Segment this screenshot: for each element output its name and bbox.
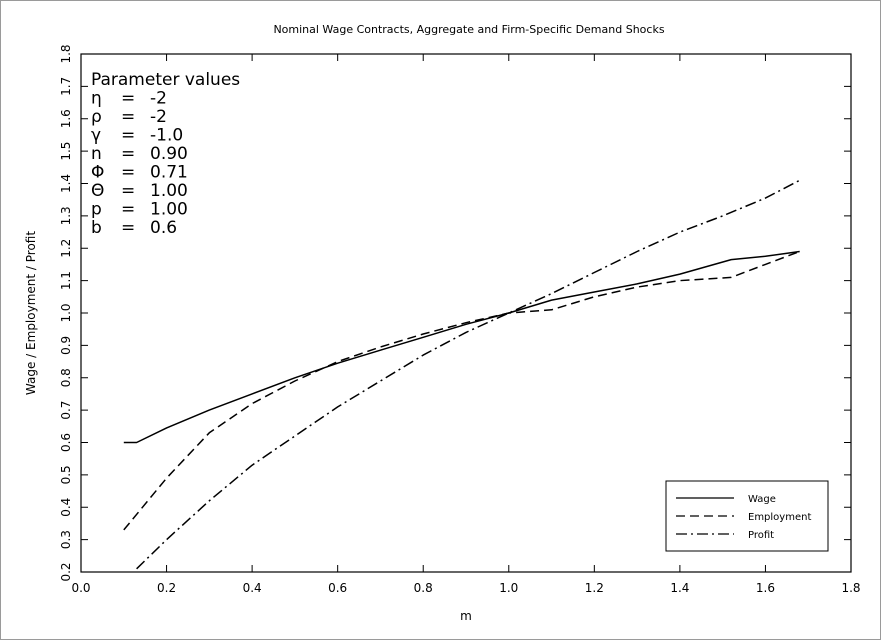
- param-equals: =: [121, 144, 135, 164]
- x-axis: 0.0 0.2 0.4 0.6 0.8 1.0 1.2 1.4 1.6 1.8: [71, 54, 861, 595]
- legend-label-wage: Wage: [748, 494, 776, 505]
- x-tick-label: 0.8: [414, 581, 433, 595]
- y-tick-label: 1.1: [59, 271, 73, 290]
- param-symbol: ρ: [91, 107, 102, 127]
- x-tick-label: 0.4: [243, 581, 262, 595]
- y-tick-label: 1.5: [59, 142, 73, 161]
- parameter-heading: Parameter values: [91, 70, 240, 90]
- param-equals: =: [121, 107, 135, 127]
- y-axis: 0.2 0.3 0.4 0.5 0.6 0.7 0.8 0.9 1.0 1.1 1.2 1.3 1.4 1…: [59, 44, 851, 582]
- legend-label-employment: Employment: [748, 512, 811, 523]
- x-tick-label: 0.6: [328, 581, 347, 595]
- y-tick-label: 0.6: [59, 433, 73, 452]
- series-group: [123, 179, 801, 570]
- y-tick-label: 0.9: [59, 336, 73, 355]
- param-equals: =: [121, 126, 135, 146]
- x-tick-label: 1.8: [841, 581, 860, 595]
- param-symbol: p: [91, 200, 102, 220]
- chart-title: Nominal Wage Contracts, Aggregate and Fi…: [273, 23, 664, 36]
- series-line-employment: [123, 250, 800, 531]
- param-symbol: γ: [91, 126, 101, 146]
- y-tick-label: 1.7: [59, 77, 73, 96]
- y-tick-label: 1.6: [59, 109, 73, 128]
- param-value: -2: [150, 107, 167, 127]
- legend: Wage Employment Profit: [665, 480, 829, 552]
- y-tick-label: 0.7: [59, 401, 73, 420]
- param-value: -2: [150, 89, 167, 109]
- x-tick-label: 0.0: [71, 581, 90, 595]
- param-symbol: b: [91, 218, 102, 238]
- param-value: 0.6: [150, 218, 177, 238]
- series-line-profit: [136, 179, 801, 570]
- param-symbol: n: [91, 144, 102, 164]
- param-symbol: Θ: [91, 181, 104, 201]
- param-value: 0.90: [150, 144, 188, 164]
- x-axis-label: m: [460, 609, 472, 623]
- x-tick-label: 1.6: [756, 581, 775, 595]
- param-value: 1.00: [150, 181, 188, 201]
- y-tick-label: 1.0: [59, 303, 73, 322]
- param-symbol: Φ: [91, 163, 104, 183]
- y-axis-label: Wage / Employment / Profit: [24, 231, 38, 395]
- y-tick-label: 1.4: [59, 174, 73, 193]
- y-tick-label: 0.4: [59, 498, 73, 517]
- x-tick-label: 1.4: [670, 581, 689, 595]
- param-value: -1.0: [150, 126, 183, 146]
- parameter-annotation: Parameter values η = -2 ρ = -2 γ = -1.0 n = 0.90 Φ = 0…: [91, 70, 240, 238]
- y-tick-label: 1.3: [59, 206, 73, 225]
- param-symbol: η: [91, 89, 102, 109]
- param-equals: =: [121, 89, 135, 109]
- y-tick-label: 0.8: [59, 368, 73, 387]
- y-tick-label: 0.3: [59, 530, 73, 549]
- x-tick-label: 1.0: [499, 581, 518, 595]
- param-equals: =: [121, 218, 135, 238]
- y-tick-label: 0.2: [59, 562, 73, 581]
- param-value: 0.71: [150, 163, 188, 183]
- legend-label-profit: Profit: [748, 530, 774, 541]
- x-tick-label: 0.2: [157, 581, 176, 595]
- y-tick-label: 0.5: [59, 465, 73, 484]
- param-equals: =: [121, 181, 135, 201]
- param-equals: =: [121, 163, 135, 183]
- y-tick-label: 1.8: [59, 44, 73, 63]
- param-equals: =: [121, 200, 135, 220]
- series-line-wage: [123, 250, 800, 444]
- param-value: 1.00: [150, 200, 188, 220]
- x-tick-label: 1.2: [585, 581, 604, 595]
- y-tick-label: 1.2: [59, 239, 73, 258]
